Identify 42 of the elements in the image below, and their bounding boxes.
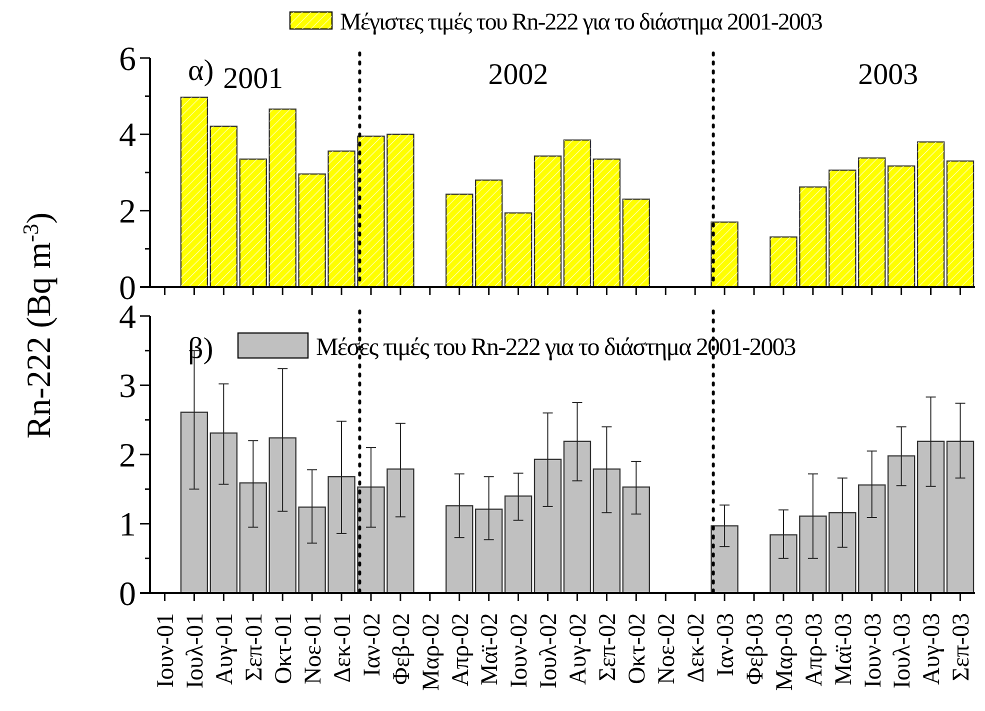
- x-tick-label: Ιουν-02: [506, 613, 533, 688]
- x-tick-label: Σεπ-01: [242, 613, 268, 682]
- y-tick-label: 1: [119, 506, 136, 544]
- x-tick-label: Οκτ-02: [624, 613, 651, 684]
- x-tick-label: Ιουν-01: [153, 613, 180, 688]
- x-tick-label: Απρ-03: [801, 613, 828, 686]
- x-tick-label: Μαρ-02: [418, 613, 444, 691]
- legend-label: Μέγιστες τιμές του Rn-222 για το διάστημα 2001-2003: [340, 9, 823, 36]
- legend-label: Μέσες τιμές του Rn-222 για το διάστημα 2001-2003: [316, 334, 796, 361]
- x-tick-label: Νοε-01: [300, 613, 326, 684]
- x-tick-label: Αυγ-01: [212, 613, 238, 685]
- x-tick-label: Ιαν-03: [712, 613, 739, 676]
- x-tick-label: Αυγ-03: [919, 613, 946, 685]
- x-tick-label: Δεκ-02: [683, 613, 710, 683]
- x-tick-label: Μαρ-03: [772, 613, 798, 691]
- annotation: 2001: [223, 62, 284, 95]
- x-tick-label: Ιουλ-03: [890, 613, 916, 689]
- x-tick-label: Φεβ-03: [742, 613, 768, 685]
- x-tick-label: Φεβ-02: [388, 613, 415, 685]
- x-tick-label: Δεκ-01: [330, 613, 356, 683]
- x-tick-label: Μαϊ-02: [477, 613, 504, 686]
- x-tick-label: Ιουλ-02: [536, 613, 562, 689]
- y-tick-label: 2: [119, 437, 136, 474]
- annotation: 2002: [488, 58, 548, 91]
- annotation: α): [188, 54, 214, 87]
- x-tick-label: Μαϊ-03: [830, 613, 857, 686]
- y-tick-label: 4: [119, 117, 136, 154]
- annotation: β): [188, 332, 214, 365]
- x-tick-label: Ιουν-03: [860, 613, 886, 688]
- y-tick-label: 0: [119, 576, 136, 613]
- x-tick-label: Απρ-02: [448, 613, 474, 686]
- x-tick-label: Νοε-02: [654, 613, 680, 684]
- x-tick-label: Οκτ-01: [270, 613, 297, 684]
- y-tick-label: 2: [119, 194, 136, 231]
- x-tick-label: Σεπ-03: [948, 613, 975, 682]
- y-tick-label: 3: [119, 368, 136, 406]
- x-tick-label: Ιουλ-01: [182, 613, 209, 689]
- y-tick-label: 6: [119, 40, 136, 78]
- x-tick-label: Σεπ-02: [595, 613, 622, 682]
- annotation: 2003: [858, 58, 918, 91]
- x-tick-label: Αυγ-02: [566, 613, 592, 685]
- x-tick-label: Ιαν-02: [359, 613, 386, 676]
